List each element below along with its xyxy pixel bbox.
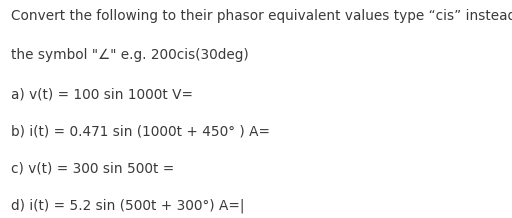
Text: the symbol "∠" e.g. 200cis(30deg): the symbol "∠" e.g. 200cis(30deg) <box>11 48 249 62</box>
Text: c) v(t) = 300 sin 500t =: c) v(t) = 300 sin 500t = <box>11 161 175 175</box>
Text: d) i(t) = 5.2 sin (500t + 300°) A=|: d) i(t) = 5.2 sin (500t + 300°) A=| <box>11 198 245 213</box>
Text: a) v(t) = 100 sin 1000t V=: a) v(t) = 100 sin 1000t V= <box>11 87 193 101</box>
Text: b) i(t) = 0.471 sin (1000t + 450° ) A=: b) i(t) = 0.471 sin (1000t + 450° ) A= <box>11 124 270 138</box>
Text: Convert the following to their phasor equivalent values type “cis” instead of: Convert the following to their phasor eq… <box>11 9 512 23</box>
